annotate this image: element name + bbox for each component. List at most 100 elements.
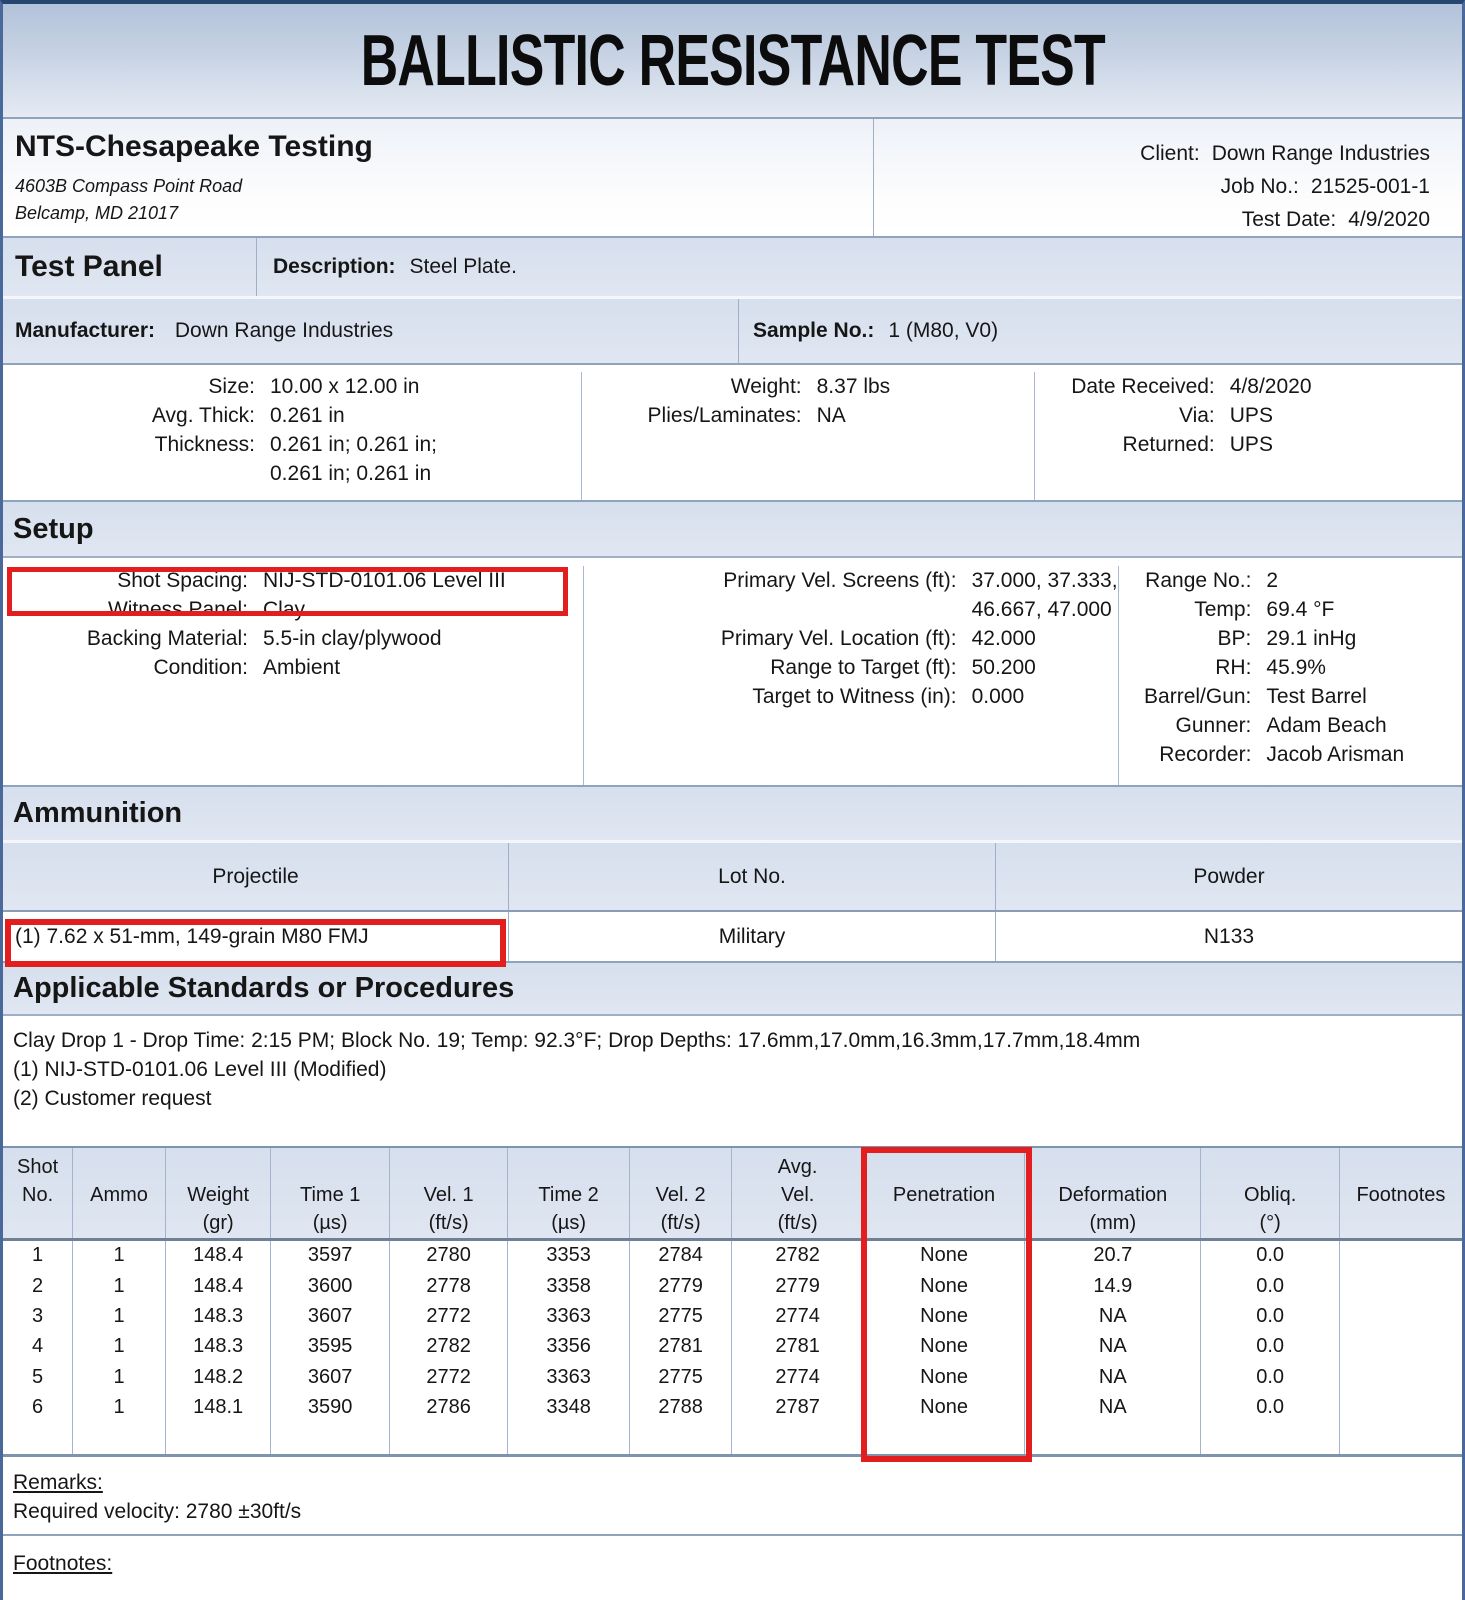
shot-cell: 3590 xyxy=(270,1393,390,1424)
field-label: Returned: xyxy=(1122,433,1215,456)
field-label: Thickness: xyxy=(154,433,255,456)
field-row: Recorder: Jacob Arisman xyxy=(1119,740,1462,769)
test-panel-title: Test Panel xyxy=(15,250,163,283)
shot-cell: NA xyxy=(1024,1393,1201,1424)
field-row: Gunner: Adam Beach xyxy=(1119,711,1462,740)
empty-cell xyxy=(270,1423,390,1454)
lab-address-line2: Belcamp, MD 21017 xyxy=(15,203,179,223)
shot-cell: 2780 xyxy=(388,1239,508,1272)
shot-cell: 3356 xyxy=(507,1332,630,1363)
shot-cell: 1 xyxy=(72,1301,166,1333)
shot-cell: 148.2 xyxy=(164,1362,271,1394)
shot-cell: 2784 xyxy=(628,1239,732,1272)
column-header: Avg. Vel. (ft/s) xyxy=(731,1148,864,1241)
client-value: Down Range Industries xyxy=(1211,142,1430,165)
shot-cell: 3348 xyxy=(507,1393,630,1424)
shot-cell: 1 xyxy=(72,1271,166,1302)
field-value: 69.4 °F xyxy=(1266,598,1335,621)
lab-address-line1: 4603B Compass Point Road xyxy=(15,176,243,196)
field-row: Size: 10.00 x 12.00 in xyxy=(3,372,581,401)
empty-cell xyxy=(1200,1423,1340,1454)
description-value: Steel Plate. xyxy=(409,255,517,278)
shot-cell: 20.7 xyxy=(1024,1239,1201,1272)
column-header: Time 2 (µs) xyxy=(507,1148,630,1241)
shot-cell: 0.0 xyxy=(1200,1393,1340,1424)
shot-cell: 2772 xyxy=(388,1301,508,1333)
test-date-value: 4/9/2020 xyxy=(1348,208,1430,231)
field-label: Avg. Thick: xyxy=(151,404,255,427)
shot-cell: 3353 xyxy=(507,1239,630,1272)
shot-cell: NA xyxy=(1024,1362,1201,1394)
field-row: Range No.: 2 xyxy=(1119,566,1462,595)
shot-cell: None xyxy=(862,1271,1025,1302)
field-row: Weight: 8.37 lbs xyxy=(582,372,1034,401)
field-row: Thickness: 0.261 in; 0.261 in; xyxy=(3,430,581,459)
field-value: 10.00 x 12.00 in xyxy=(270,375,420,398)
field-label: Plies/Laminates: xyxy=(647,404,802,427)
field-value: Jacob Arisman xyxy=(1266,743,1405,766)
shot-cell: 2779 xyxy=(628,1271,732,1302)
powder-value: N133 xyxy=(995,912,1462,961)
column-header: Ammo xyxy=(72,1148,166,1241)
field-row: Condition: Ambient xyxy=(3,653,583,682)
shot-table-header-row: Shot No. Ammo Weight (gr) Time 1 (µs) Vel. 1 (ft… xyxy=(3,1148,1462,1241)
shot-cell: None xyxy=(862,1393,1025,1424)
empty-cell xyxy=(507,1423,630,1454)
shot-cell: 148.3 xyxy=(164,1332,271,1363)
shot-cell: 5 xyxy=(32,1365,44,1388)
shot-cell: 3 xyxy=(32,1304,44,1327)
shot-cell: 1 xyxy=(32,1244,44,1266)
shot-cell: 148.1 xyxy=(164,1393,271,1424)
standard-line-2: (2) Customer request xyxy=(13,1087,212,1110)
column-header: Vel. 2 (ft/s) xyxy=(628,1148,732,1241)
field-value: 0.000 xyxy=(971,685,1025,708)
manufacturer-value: Down Range Industries xyxy=(174,319,394,342)
shot-row: 2 1 148.4 3600 2778 3358 2779 2779 None 14.9 0.0 xyxy=(3,1271,1462,1302)
shot-cell: 0.0 xyxy=(1200,1301,1340,1333)
job-no-label: Job No.: xyxy=(1220,175,1299,198)
shot-cell: None xyxy=(862,1362,1025,1394)
test-date-label: Test Date: xyxy=(1241,208,1337,231)
field-label xyxy=(3,459,255,488)
shot-cell: 1 xyxy=(72,1393,166,1424)
field-value: NA xyxy=(816,404,846,427)
field-value: 0.261 in; 0.261 in xyxy=(270,462,432,485)
column-header: Footnotes xyxy=(1338,1148,1462,1241)
sample-value: 1 (M80, V0) xyxy=(888,319,999,342)
empty-cell xyxy=(3,1424,73,1454)
shot-row: 3 1 148.3 3607 2772 3363 2775 2774 None NA 0.0 xyxy=(3,1301,1462,1333)
field-value: 0.261 in xyxy=(270,404,345,427)
field-label: Witness Panel: xyxy=(107,598,248,621)
field-label: Size: xyxy=(208,375,255,398)
shot-cell: 1 xyxy=(72,1239,166,1272)
empty-cell xyxy=(164,1423,271,1454)
footnotes-label: Footnotes: xyxy=(13,1552,113,1575)
field-row: Via: UPS xyxy=(1035,401,1462,430)
field-row: Range to Target (ft): 50.200 xyxy=(584,653,1119,682)
field-row: 46.667, 47.000 xyxy=(584,595,1119,624)
shot-results-table: Shot No. Ammo Weight (gr) Time 1 (µs) Vel. 1 (ft… xyxy=(3,1148,1462,1454)
shot-cell: 2788 xyxy=(628,1393,732,1424)
shot-cell: 2781 xyxy=(731,1332,864,1363)
ammunition-table-header: Projectile Lot No. Powder xyxy=(3,843,1462,912)
clay-drop-line: Clay Drop 1 - Drop Time: 2:15 PM; Block … xyxy=(13,1029,1141,1052)
shot-cell: 0.0 xyxy=(1200,1362,1340,1394)
setup-details: Shot Spacing: NIJ-STD-0101.06 Level III Wi… xyxy=(3,558,1462,787)
shot-cell: 2778 xyxy=(388,1271,508,1302)
projectile-value: (1) 7.62 x 51-mm, 149-grain M80 FMJ xyxy=(15,924,369,948)
field-row: RH: 45.9% xyxy=(1119,653,1462,682)
shot-cell xyxy=(1338,1393,1462,1424)
setup-section-header: Setup xyxy=(3,502,1462,558)
shot-cell: 148.3 xyxy=(164,1301,271,1333)
field-value: 2 xyxy=(1266,569,1279,592)
shot-cell xyxy=(1338,1332,1462,1363)
field-value: Test Barrel xyxy=(1266,685,1367,708)
manufacturer-cell: Manufacturer: Down Range Industries xyxy=(3,319,738,343)
lab-address: 4603B Compass Point Road Belcamp, MD 210… xyxy=(15,173,873,227)
column-header: Shot No. xyxy=(3,1148,73,1241)
field-value: 29.1 inHg xyxy=(1266,627,1357,650)
footnotes-section: Footnotes: xyxy=(3,1536,1462,1600)
field-row: Backing Material: 5.5-in clay/plywood xyxy=(3,624,583,653)
standards-section-header: Applicable Standards or Procedures xyxy=(3,963,1462,1016)
empty-cell xyxy=(862,1423,1025,1454)
